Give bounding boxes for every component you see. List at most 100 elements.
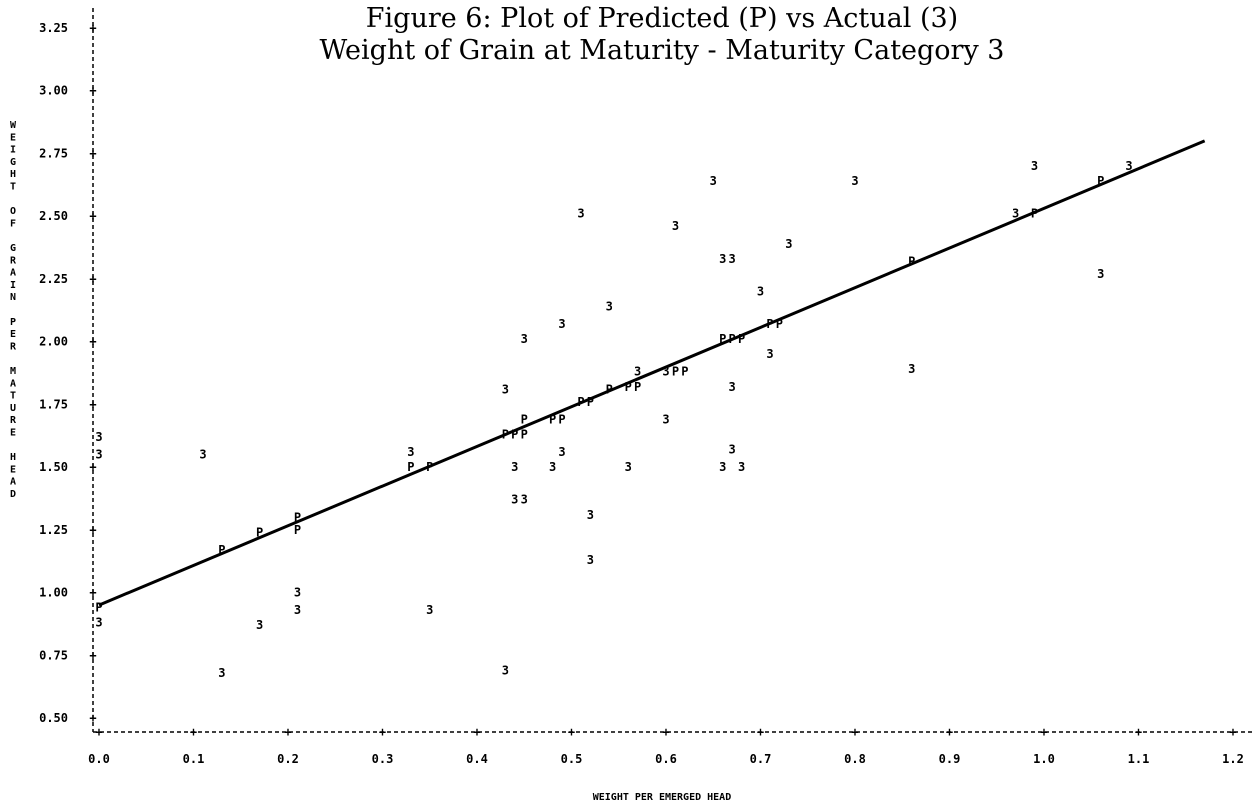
y-axis-label-char: R (10, 341, 17, 352)
x-axis-label: WEIGHT PER EMERGED HEAD (593, 792, 731, 803)
predicted-point: P (521, 427, 528, 441)
predicted-point: P (218, 543, 225, 557)
actual-point: 3 (1012, 207, 1019, 221)
y-tick-mark: + (89, 586, 96, 600)
x-tick-label: 0.1 (183, 752, 205, 766)
y-tick-mark: + (89, 272, 96, 286)
predicted-point: P (549, 412, 556, 426)
x-tick-label: 0.5 (561, 752, 583, 766)
actual-point: 3 (577, 207, 584, 221)
y-axis-label-char: E (10, 428, 16, 439)
y-axis-label-char: H (10, 452, 16, 463)
predicted-point: P (738, 332, 745, 346)
x-tick-label: 0.0 (88, 752, 110, 766)
actual-point: 3 (606, 300, 613, 314)
predicted-point: P (521, 412, 528, 426)
y-axis-label-char: W (10, 120, 17, 131)
actual-point: 3 (587, 553, 594, 567)
predicted-point: P (719, 332, 726, 346)
y-tick-mark: + (89, 648, 96, 662)
x-tick-label: 0.4 (466, 752, 488, 766)
actual-point: 3 (502, 663, 509, 677)
actual-point: 3 (218, 666, 225, 680)
chart-title-line-2: Weight of Grain at Maturity - Maturity C… (320, 35, 1005, 66)
actual-point: 3 (558, 445, 565, 459)
actual-point: 3 (199, 448, 206, 462)
actual-point: 3 (738, 460, 745, 474)
predicted-point: P (95, 601, 102, 615)
predicted-point: P (407, 460, 414, 474)
x-tick-label: 0.6 (655, 752, 677, 766)
x-tick-label: 0.2 (277, 752, 299, 766)
y-axis-label-char: E (10, 132, 16, 143)
y-axis-label-char (10, 440, 16, 451)
y-axis-label-char: N (10, 292, 16, 303)
actual-point: 3 (785, 237, 792, 251)
y-tick-mark: + (89, 711, 96, 725)
y-tick-label: 3.25 (39, 21, 68, 35)
actual-point: 3 (729, 380, 736, 394)
y-tick-label: 1.50 (39, 460, 68, 474)
x-tick-mark: + (1229, 725, 1236, 739)
y-axis-label-char (10, 231, 16, 242)
actual-point: 3 (256, 618, 263, 632)
y-tick-label: 2.75 (39, 146, 68, 160)
y-axis-label-char: M (10, 366, 16, 377)
x-tick-label: 1.1 (1128, 752, 1150, 766)
x-tick-label: 0.9 (939, 752, 961, 766)
y-axis-label-char: G (10, 243, 16, 254)
actual-point: 3 (294, 603, 301, 617)
y-tick-label: 1.00 (39, 586, 68, 600)
chart-title-line-1: Figure 6: Plot of Predicted (P) vs Actua… (366, 3, 958, 34)
actual-point: 3 (634, 365, 641, 379)
predicted-point: P (426, 460, 433, 474)
predicted-point: P (672, 365, 679, 379)
y-axis-label-char: A (10, 477, 16, 488)
x-axis-ticks: +0.0 +0.1 +0.2 +0.3 +0.4 +0.5 +0.6 +0.7 +0.8 +0.9… (88, 725, 1244, 766)
predicted-point: P (766, 317, 773, 331)
y-tick-mark: + (89, 397, 96, 411)
y-axis-label-char (10, 305, 16, 316)
y-tick-label: 0.75 (39, 648, 68, 662)
x-tick-mark: + (662, 725, 669, 739)
x-tick-mark: + (946, 725, 953, 739)
y-axis-label-char: H (10, 169, 16, 180)
y-tick-label: 2.00 (39, 335, 68, 349)
actual-point: 3 (502, 382, 509, 396)
actual-point: 3 (908, 362, 915, 376)
y-axis-label-char: D (10, 489, 16, 500)
x-tick-label: 1.0 (1033, 752, 1055, 766)
actual-point: 3 (729, 252, 736, 266)
y-tick-mark: + (89, 523, 96, 537)
y-axis-label-char: I (10, 145, 16, 156)
y-tick-mark: + (89, 146, 96, 160)
predicted-point: P (558, 412, 565, 426)
y-tick-label: 2.25 (39, 272, 68, 286)
y-tick-mark: + (89, 335, 96, 349)
x-tick-mark: + (284, 725, 291, 739)
predicted-point: P (625, 380, 632, 394)
actual-point: 3 (710, 174, 717, 188)
y-axis-label-char: R (10, 415, 17, 426)
actual-point: 3 (95, 616, 102, 630)
actual-point: 3 (1125, 159, 1132, 173)
y-tick-label: 1.75 (39, 397, 68, 411)
y-axis-label-char: P (10, 317, 16, 328)
y-axis-label-char: G (10, 157, 16, 168)
x-tick-mark: + (1135, 725, 1142, 739)
actual-point: 3 (757, 284, 764, 298)
predicted-point: P (502, 427, 509, 441)
actual-point: 3 (851, 174, 858, 188)
y-tick-mark: + (89, 209, 96, 223)
y-tick-label: 1.25 (39, 523, 68, 537)
predicted-point: P (577, 395, 584, 409)
y-tick-mark: + (89, 21, 96, 35)
y-axis-label-char: T (10, 182, 16, 193)
actual-point: 3 (672, 219, 679, 233)
predicted-point: P (776, 317, 783, 331)
actual-point: 3 (1097, 267, 1104, 281)
x-tick-label: 0.8 (844, 752, 866, 766)
y-axis-label-char: T (10, 391, 16, 402)
